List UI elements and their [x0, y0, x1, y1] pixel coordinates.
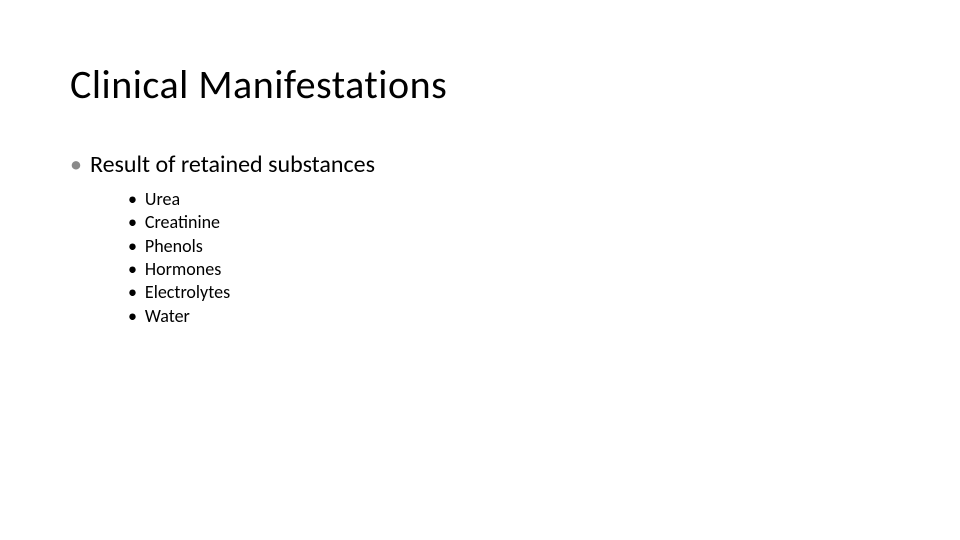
list-item-text-level2: Phenols — [145, 235, 203, 258]
list-item-text-level2: Electrolytes — [145, 281, 230, 304]
bullet-list-level2: • Urea • Creatinine • Phenols • Hormones — [90, 188, 375, 328]
list-item-level2: • Hormones — [128, 258, 375, 281]
list-item-content: Result of retained substances • Urea • C… — [90, 151, 375, 328]
bullet-marker-level2: • — [128, 305, 137, 328]
list-item-level2: • Creatinine — [128, 211, 375, 234]
list-item-text-level2: Hormones — [145, 258, 221, 281]
bullet-marker-level1: • — [70, 151, 82, 180]
bullet-list-level1: • Result of retained substances • Urea •… — [70, 151, 890, 328]
slide-title: Clinical Manifestations — [70, 60, 890, 109]
list-item-text-level2: Creatinine — [145, 211, 220, 234]
list-item-level2: • Urea — [128, 188, 375, 211]
bullet-marker-level2: • — [128, 258, 137, 281]
list-item-level1: • Result of retained substances • Urea •… — [70, 151, 890, 328]
bullet-marker-level2: • — [128, 211, 137, 234]
list-item-text-level2: Water — [145, 305, 190, 328]
list-item-text-level1: Result of retained substances — [90, 150, 375, 179]
list-item-level2: • Electrolytes — [128, 281, 375, 304]
list-item-text-level2: Urea — [145, 188, 180, 211]
bullet-marker-level2: • — [128, 281, 137, 304]
bullet-marker-level2: • — [128, 235, 137, 258]
slide-container: Clinical Manifestations • Result of reta… — [0, 0, 960, 540]
list-item-level2: • Water — [128, 305, 375, 328]
bullet-marker-level2: • — [128, 188, 137, 211]
list-item-level2: • Phenols — [128, 235, 375, 258]
